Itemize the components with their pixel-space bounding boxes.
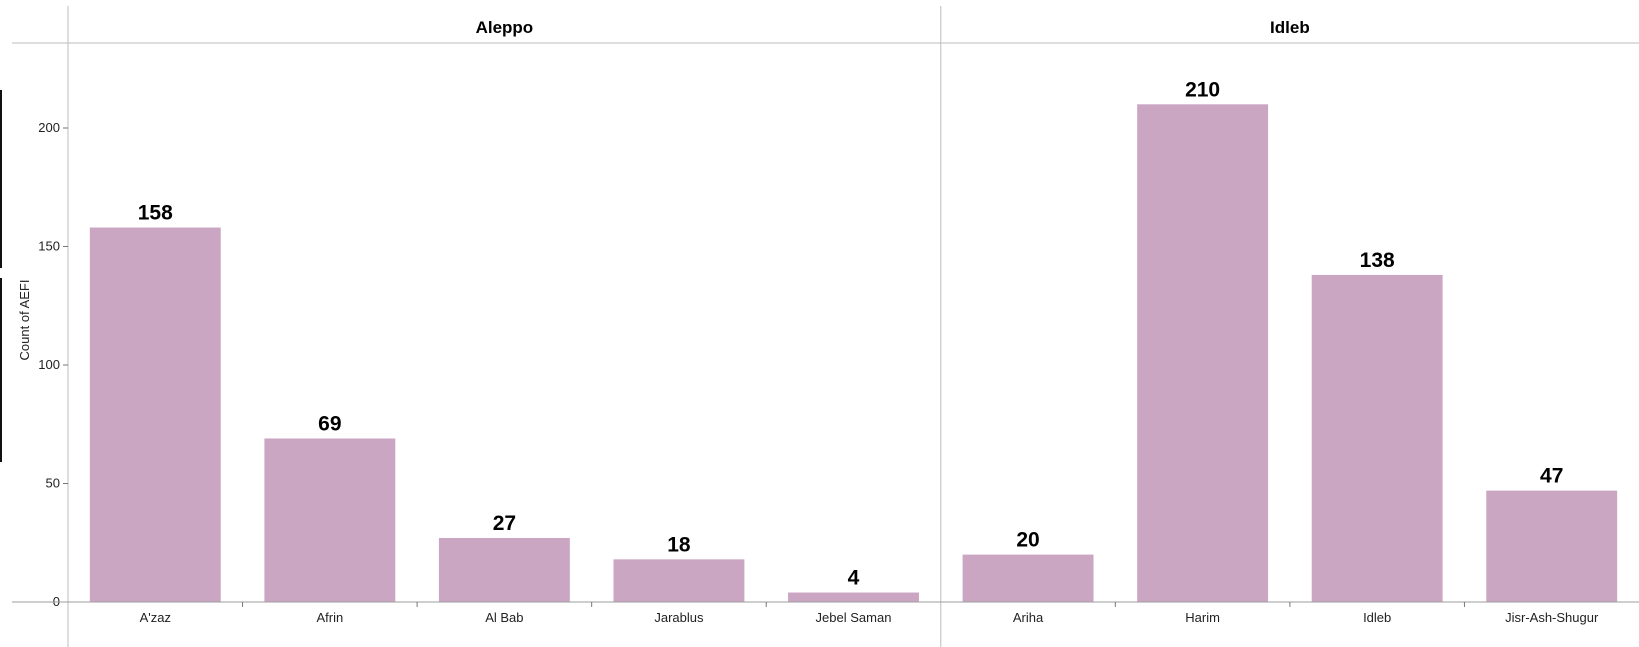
bar-idleb-jisr-ash-shugur: [1486, 490, 1618, 602]
bar-idleb-idleb: [1311, 274, 1443, 602]
x-label-jebel-saman: Jebel Saman: [816, 610, 892, 625]
x-label-a-zaz: A'zaz: [140, 610, 171, 625]
facet-titles: Aleppo Idleb: [476, 18, 1310, 37]
bar-aleppo-al-bab: [438, 538, 570, 602]
x-label-ariha: Ariha: [1013, 610, 1044, 625]
data-label-idleb-idleb: 138: [1360, 249, 1395, 272]
bar-idleb-harim: [1137, 104, 1269, 603]
bar-aleppo-afrin: [264, 438, 396, 602]
facet-title-aleppo: Aleppo: [476, 18, 534, 37]
data-label-idleb-harim: 210: [1185, 78, 1220, 101]
x-label-jarablus: Jarablus: [654, 610, 704, 625]
y-tick-label-200: 200: [38, 120, 60, 135]
facet-title-idleb: Idleb: [1270, 18, 1310, 37]
bar-aleppo-a-zaz: [89, 227, 221, 603]
data-labels: 158 69 27 18 4 20 210 138 47: [138, 78, 1564, 589]
x-label-idleb: Idleb: [1363, 610, 1391, 625]
data-label-idleb-ariha: 20: [1016, 529, 1039, 552]
bar-aleppo-jebel-saman: [788, 592, 919, 602]
data-label-idleb-jisr-ash-shugur: 47: [1540, 465, 1563, 488]
data-label-aleppo-afrin: 69: [318, 412, 341, 435]
x-label-afrin: Afrin: [316, 610, 343, 625]
y-axis-title: Count of AEFI: [17, 280, 32, 361]
x-label-al-bab: Al Bab: [485, 610, 523, 625]
y-tick-label-50: 50: [46, 476, 60, 491]
y-axis: Count of AEFI 050100150200: [17, 120, 68, 609]
data-label-aleppo-jebel-saman: 4: [848, 567, 860, 590]
chart-frame: [0, 6, 1639, 647]
bar-aleppo-jarablus: [613, 559, 745, 602]
data-label-aleppo-a-zaz: 158: [138, 202, 173, 225]
y-tick-label-150: 150: [38, 239, 60, 254]
data-label-aleppo-jarablus: 18: [667, 533, 691, 556]
bars: [89, 104, 1618, 603]
x-label-jisr-ash-shugur: Jisr-Ash-Shugur: [1505, 610, 1599, 625]
y-tick-label-100: 100: [38, 357, 60, 372]
x-label-harim: Harim: [1185, 610, 1220, 625]
x-axis: A'zaz Afrin Al Bab Jarablus Jebel Saman Ariha…: [12, 601, 1639, 625]
data-label-aleppo-al-bab: 27: [493, 512, 516, 535]
bar-idleb-ariha: [962, 554, 1094, 602]
